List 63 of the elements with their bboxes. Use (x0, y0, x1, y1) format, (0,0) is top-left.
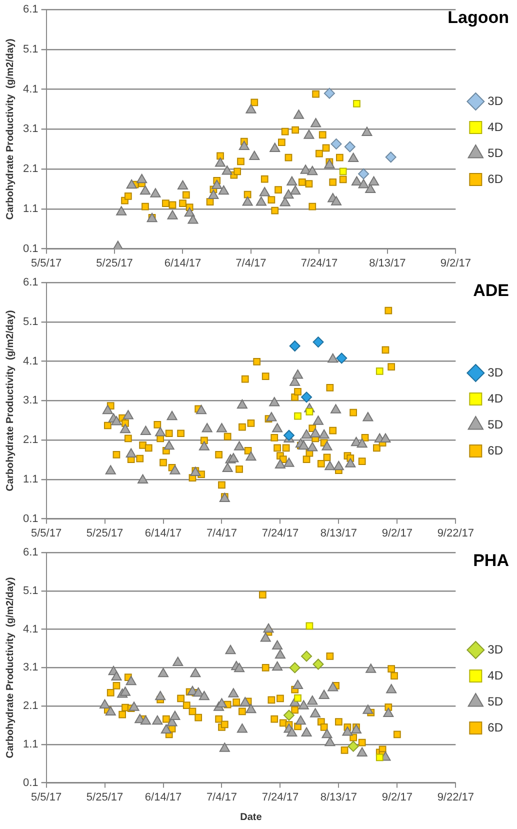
y-tick-label: 3.1 (22, 394, 38, 407)
x-tick-label: 9/22/17 (437, 791, 474, 804)
legend-label: 5D (488, 146, 504, 160)
x-tick-label: 7/24/17 (300, 257, 338, 270)
x-tick-label: 5/5/17 (30, 257, 62, 270)
x-tick-label: 9/22/17 (437, 527, 474, 540)
y-tick-label: 6.1 (22, 4, 38, 16)
y-tick-label: 2.1 (22, 700, 38, 712)
x-axis-title: Date (240, 812, 262, 823)
x-tick-label: 6/14/17 (144, 527, 182, 540)
y-tick-label: 5.1 (22, 316, 38, 328)
y-tick-label: 2.1 (22, 163, 38, 176)
x-tick-label: 5/25/17 (86, 791, 124, 804)
x-tick-label: 6/14/17 (144, 791, 182, 804)
x-tick-label: 9/2/17 (382, 791, 412, 804)
x-tick-label: 6/14/17 (164, 257, 202, 270)
text: PHA (473, 551, 509, 570)
y-tick-label: 5.1 (22, 585, 38, 597)
x-tick-label: 8/13/17 (320, 527, 358, 540)
y-tick-label: 6.1 (22, 276, 38, 289)
y-tick-label: 1.1 (22, 738, 38, 750)
text: ADE (473, 281, 509, 300)
x-tick-label: 7/4/17 (206, 791, 238, 804)
x-tick-label: 8/13/17 (369, 257, 406, 270)
y-tick-label: 4.1 (22, 355, 38, 368)
x-tick-label: 5/25/17 (96, 257, 133, 270)
x-tick-label: 5/25/17 (86, 527, 124, 540)
y-tick-label: 0.1 (22, 776, 38, 789)
x-tick-label: 7/24/17 (262, 527, 299, 540)
y-tick-label: 5.1 (22, 44, 38, 56)
y-axis-title: Carbohydrate Productivity (g/m2/day) (4, 310, 16, 492)
y-tick-label: 3.1 (22, 123, 38, 136)
legend-label: 5D (488, 694, 504, 708)
y-tick-label: 3.1 (22, 662, 38, 674)
y-tick-label: 0.1 (22, 242, 38, 255)
x-tick-label: 8/13/17 (320, 791, 358, 804)
chart-title: Lagoon (448, 8, 509, 28)
legend-label: 6D (488, 172, 504, 186)
legend-label: 4D (488, 120, 504, 134)
x-tick-label: 7/4/17 (206, 527, 238, 540)
y-tick-label: 4.1 (22, 623, 38, 636)
legend-label: 3D (488, 642, 504, 656)
x-tick-label: 5/5/17 (30, 791, 62, 804)
y-tick-label: 4.1 (22, 83, 38, 96)
x-tick-label: 9/2/17 (382, 527, 412, 540)
y-tick-label: 1.1 (22, 473, 38, 486)
legend-label: 3D (488, 94, 504, 108)
x-tick-label: 9/2/17 (440, 257, 471, 270)
x-tick-label: 5/5/17 (30, 527, 62, 540)
x-tick-label: 7/4/17 (236, 257, 266, 270)
legend-label: 4D (488, 668, 504, 682)
y-axis-title: Carbohydrate Productivity (g/m2/day) (4, 38, 16, 220)
legend-label: 6D (488, 443, 504, 458)
y-axis-title: Carbohydrate Productivity (g/m2/day) (4, 577, 16, 758)
legend-label: 4D (488, 391, 504, 406)
legend-label: 3D (488, 365, 504, 380)
y-tick-label: 0.1 (22, 512, 38, 525)
y-tick-label: 6.1 (22, 546, 38, 559)
y-tick-label: 2.1 (22, 434, 38, 446)
x-tick-label: 7/24/17 (262, 791, 299, 804)
legend-label: 5D (488, 417, 504, 432)
y-tick-label: 1.1 (22, 202, 38, 215)
legend-label: 6D (488, 720, 504, 734)
